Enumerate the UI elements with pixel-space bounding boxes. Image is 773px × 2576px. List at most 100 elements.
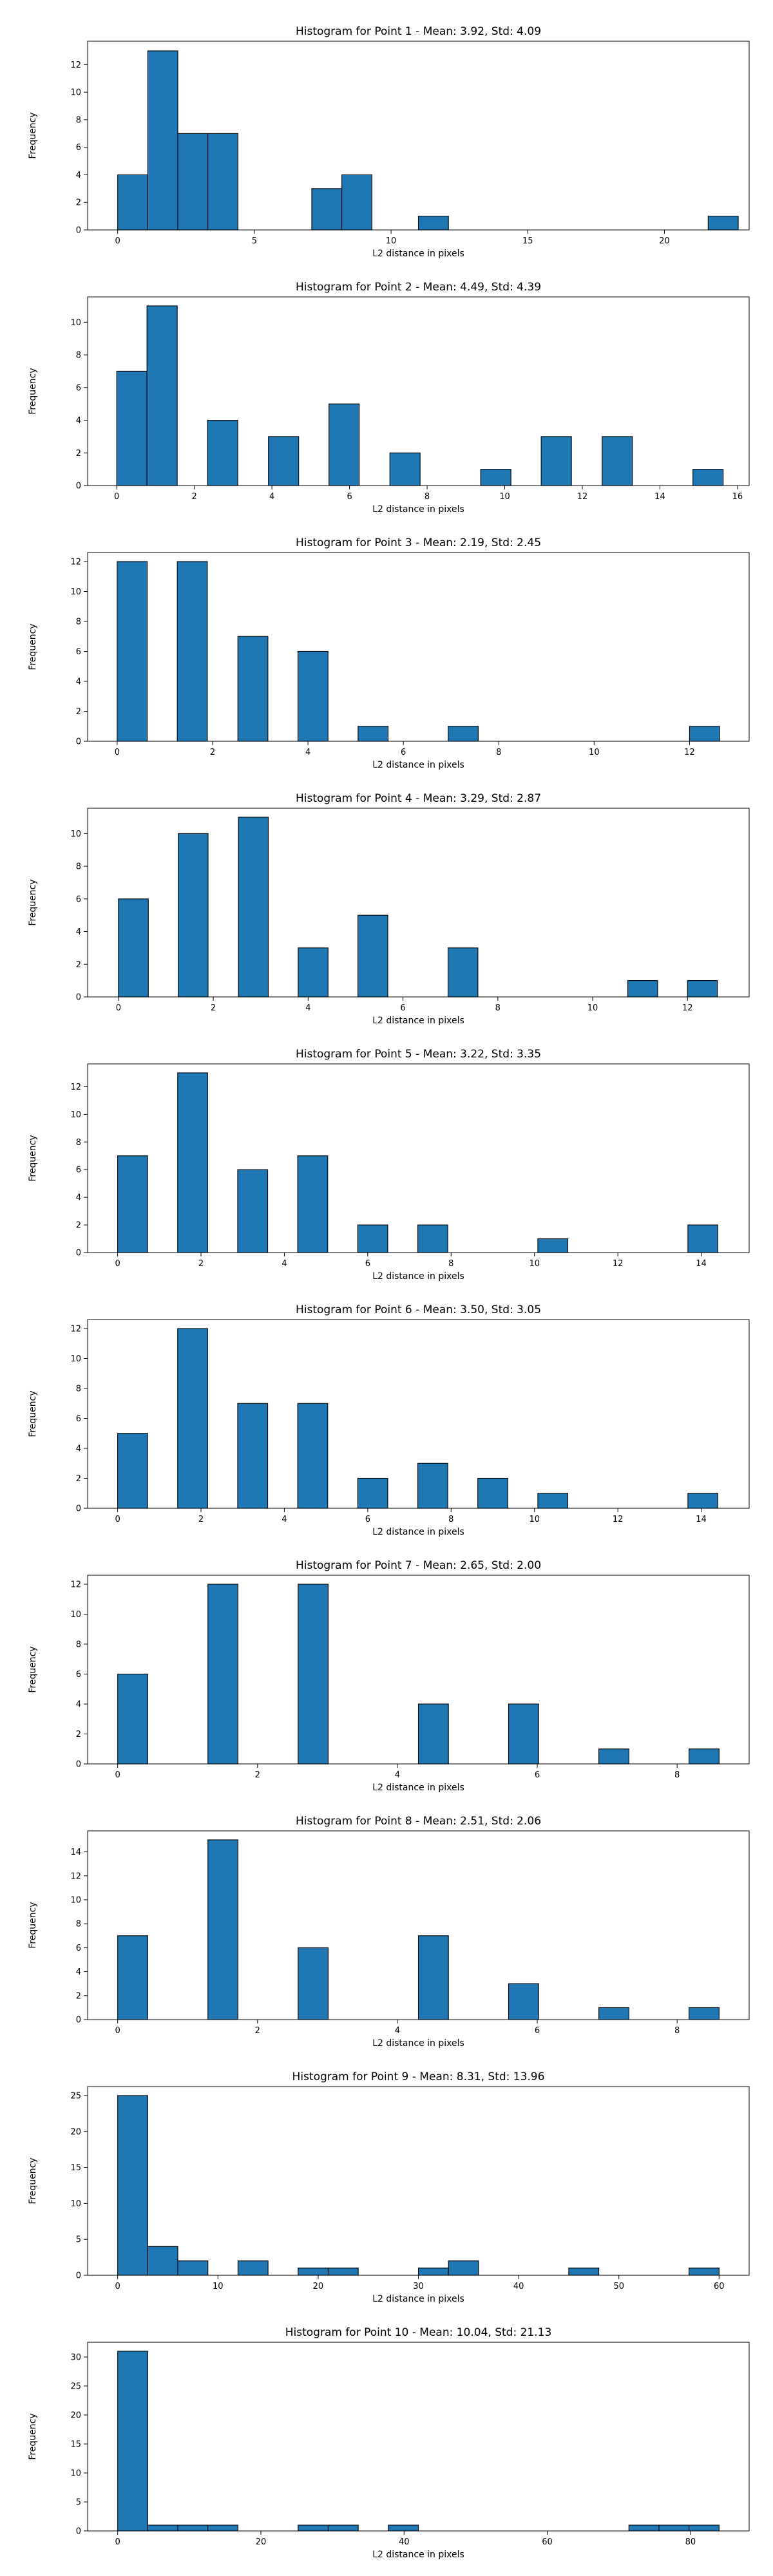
chart-2-xtick-label-7: 12 bbox=[577, 492, 588, 502]
chart-9-frame bbox=[87, 2086, 750, 2276]
chart-7-bar-4 bbox=[417, 1703, 449, 1765]
chart-6-bar-4 bbox=[297, 1403, 329, 1509]
chart-10-ytick-label-7: 30 bbox=[70, 2353, 81, 2362]
chart-1-title: Histogram for Point 1 - Mean: 3.92, Std:… bbox=[296, 25, 541, 38]
chart-7-ytick-label-1: 0 bbox=[76, 1760, 81, 1770]
chart-10-bar-1 bbox=[117, 2351, 148, 2532]
chart-7-bar-1 bbox=[117, 1673, 148, 1765]
chart-3-xtick-label-1: 0 bbox=[115, 748, 120, 757]
chart-10-xtick-label-4: 60 bbox=[542, 2537, 553, 2547]
chart-6-bar-6 bbox=[417, 1463, 448, 1509]
chart-2-xtick-label-9: 16 bbox=[732, 492, 743, 502]
chart-5-ytick-label-4: 6 bbox=[76, 1166, 81, 1175]
chart-8-bar-3 bbox=[298, 1947, 329, 2020]
chart-6-bar-5 bbox=[357, 1477, 388, 1509]
chart-7-title: Histogram for Point 7 - Mean: 2.65, Std:… bbox=[296, 1559, 541, 1572]
chart-4-title: Histogram for Point 4 - Mean: 3.29, Std:… bbox=[296, 792, 541, 805]
chart-10-bar-5 bbox=[298, 2524, 329, 2532]
chart-4-bar-7 bbox=[627, 980, 658, 998]
chart-6-bar-3 bbox=[237, 1403, 269, 1509]
chart-5-xtick-label-1: 0 bbox=[115, 1259, 120, 1269]
chart-6-frame bbox=[87, 1319, 750, 1509]
chart-6-xtick-label-1: 0 bbox=[115, 1515, 120, 1524]
chart-1-ytick-label-2: 2 bbox=[76, 198, 81, 208]
chart-10-title: Histogram for Point 10 - Mean: 10.04, St… bbox=[285, 2326, 552, 2339]
chart-4-bar-2 bbox=[178, 833, 209, 998]
chart-9-bar-7 bbox=[417, 2268, 449, 2276]
chart-6-bar-2 bbox=[177, 1328, 208, 1509]
chart-6-xtick-label-7: 12 bbox=[613, 1515, 624, 1524]
chart-5-ytick-label-2: 2 bbox=[76, 1221, 81, 1231]
chart-6-xtick-label-3: 4 bbox=[282, 1515, 287, 1524]
chart-5-bar-2 bbox=[177, 1072, 208, 1253]
chart-1-bar-5 bbox=[311, 188, 343, 231]
chart-9-title: Histogram for Point 9 - Mean: 8.31, Std:… bbox=[292, 2070, 545, 2083]
chart-8-ytick-label-3: 4 bbox=[76, 1967, 81, 1977]
chart-9: Histogram for Point 9 - Mean: 8.31, Std:… bbox=[28, 2070, 750, 2304]
chart-8-xlabel: L2 distance in pixels bbox=[372, 2038, 464, 2049]
chart-2-ytick-label-6: 10 bbox=[70, 318, 81, 328]
chart-10-xtick-label-3: 40 bbox=[399, 2537, 410, 2547]
chart-2-xtick-label-5: 8 bbox=[425, 492, 430, 502]
chart-8-xtick-label-2: 2 bbox=[255, 2026, 260, 2036]
chart-2-xtick-label-1: 0 bbox=[114, 492, 119, 502]
chart-2-bar-9 bbox=[602, 436, 633, 486]
chart-9-xtick-label-2: 10 bbox=[213, 2282, 224, 2291]
chart-10-ytick-label-5: 20 bbox=[70, 2410, 81, 2420]
chart-7-ytick-label-2: 2 bbox=[76, 1730, 81, 1739]
chart-6-xtick-label-2: 2 bbox=[198, 1515, 204, 1524]
chart-7: Histogram for Point 7 - Mean: 2.65, Std:… bbox=[28, 1559, 750, 1793]
chart-2-title: Histogram for Point 2 - Mean: 4.49, Std:… bbox=[296, 281, 541, 294]
chart-2-xtick-label-6: 10 bbox=[499, 492, 510, 502]
chart-4-xtick-label-2: 2 bbox=[211, 1003, 216, 1013]
chart-10-bar-6 bbox=[327, 2524, 359, 2532]
chart-6-xtick-label-8: 14 bbox=[696, 1515, 707, 1524]
chart-8-bar-5 bbox=[508, 1983, 539, 2020]
chart-5-xtick-label-6: 10 bbox=[529, 1259, 540, 1269]
chart-7-frame bbox=[87, 1575, 750, 1765]
chart-7-xtick-label-3: 4 bbox=[395, 1770, 400, 1780]
chart-5-xtick-label-7: 12 bbox=[613, 1259, 624, 1269]
chart-9-ytick-label-3: 10 bbox=[70, 2199, 81, 2209]
chart-1-xlabel: L2 distance in pixels bbox=[372, 249, 464, 259]
chart-3-bar-1 bbox=[117, 561, 148, 742]
chart-7-xtick-label-1: 0 bbox=[115, 1770, 120, 1780]
chart-9-xtick-label-3: 20 bbox=[313, 2282, 324, 2291]
chart-9-xlabel: L2 distance in pixels bbox=[372, 2294, 464, 2304]
chart-6: Histogram for Point 6 - Mean: 3.50, Std:… bbox=[28, 1303, 750, 1537]
chart-8-bar-2 bbox=[207, 1839, 238, 2020]
chart-10-xtick-label-5: 80 bbox=[685, 2537, 696, 2547]
chart-8-bar-1 bbox=[117, 1935, 148, 2020]
chart-6-ytick-label-4: 6 bbox=[76, 1414, 81, 1424]
chart-10-xtick-label-1: 0 bbox=[115, 2537, 120, 2547]
chart-5-xtick-label-4: 6 bbox=[365, 1259, 370, 1269]
chart-1-frame bbox=[87, 41, 750, 231]
chart-3-xtick-label-2: 2 bbox=[210, 748, 215, 757]
chart-7-bar-5 bbox=[508, 1703, 539, 1765]
chart-9-bar-4 bbox=[237, 2260, 269, 2276]
chart-5-ytick-label-3: 4 bbox=[76, 1193, 81, 1203]
chart-9-xtick-label-4: 30 bbox=[413, 2282, 424, 2291]
chart-2-bar-1 bbox=[116, 370, 148, 486]
chart-8-xtick-label-3: 4 bbox=[395, 2026, 400, 2036]
chart-10-ylabel: Frequency bbox=[28, 2413, 38, 2459]
chart-6-title: Histogram for Point 6 - Mean: 3.50, Std:… bbox=[296, 1303, 541, 1316]
chart-6-bar-8 bbox=[537, 1493, 569, 1509]
chart-3-bar-7 bbox=[689, 726, 720, 742]
chart-9-xtick-label-7: 60 bbox=[714, 2282, 725, 2291]
chart-2-bar-10 bbox=[692, 469, 724, 486]
chart-2-bar-8 bbox=[540, 436, 572, 486]
chart-9-bar-10 bbox=[689, 2268, 720, 2276]
chart-1-bar-4 bbox=[207, 133, 238, 231]
chart-9-ytick-label-4: 15 bbox=[70, 2163, 81, 2173]
chart-7-bar-2 bbox=[207, 1584, 238, 1765]
chart-3-ylabel: Frequency bbox=[28, 623, 38, 670]
chart-7-ytick-label-5: 8 bbox=[76, 1640, 81, 1649]
chart-4-ytick-label-6: 10 bbox=[70, 829, 81, 839]
chart-4-xlabel: L2 distance in pixels bbox=[372, 1016, 464, 1026]
chart-3-xtick-label-7: 12 bbox=[684, 748, 695, 757]
chart-5-bar-4 bbox=[297, 1155, 329, 1253]
chart-9-ytick-label-1: 0 bbox=[76, 2271, 81, 2281]
chart-5-xtick-label-5: 8 bbox=[448, 1259, 453, 1269]
chart-6-xtick-label-5: 8 bbox=[448, 1515, 453, 1524]
